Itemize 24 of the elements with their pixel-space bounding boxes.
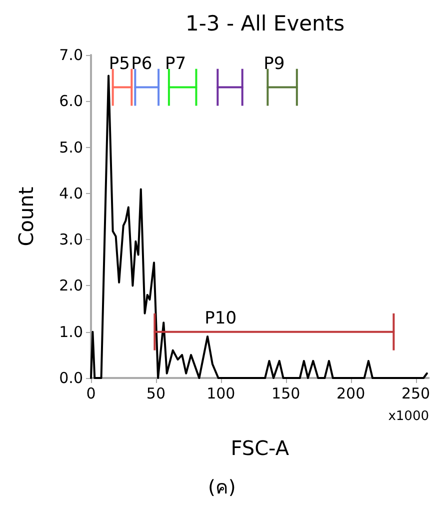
y-tick-label: 6.0: [59, 92, 83, 110]
y-tick-label: 4.0: [59, 184, 83, 202]
x-tick-label: 250: [401, 384, 430, 402]
series-label: P7: [164, 54, 186, 74]
series-label: P9: [264, 54, 285, 74]
y-tick-label: 2.0: [59, 276, 83, 295]
x-tick-label: 0: [86, 384, 96, 402]
series-label: P5: [108, 54, 130, 74]
x-tick-label: 150: [272, 384, 300, 402]
y-tick-label: 0.0: [59, 369, 83, 387]
x-tick-label: 50: [146, 384, 166, 402]
y-tick-label: 7.0: [59, 46, 83, 64]
y-tick-label: 1.0: [59, 322, 83, 341]
y-tick-label: 3.0: [59, 230, 83, 249]
series-label: P6: [131, 54, 152, 74]
y-tick-label: 5.0: [59, 138, 83, 156]
series-label: P10: [204, 308, 237, 328]
text: x1000: [388, 409, 430, 424]
y-axis-title: Count: [14, 186, 38, 246]
x-tick-label: 100: [206, 384, 236, 402]
text: (ค): [208, 476, 236, 498]
chart-title: 1-3 - All Events: [185, 12, 345, 36]
x-axis-title: FSC-A: [230, 436, 290, 460]
x-tick-label: 200: [336, 384, 366, 402]
